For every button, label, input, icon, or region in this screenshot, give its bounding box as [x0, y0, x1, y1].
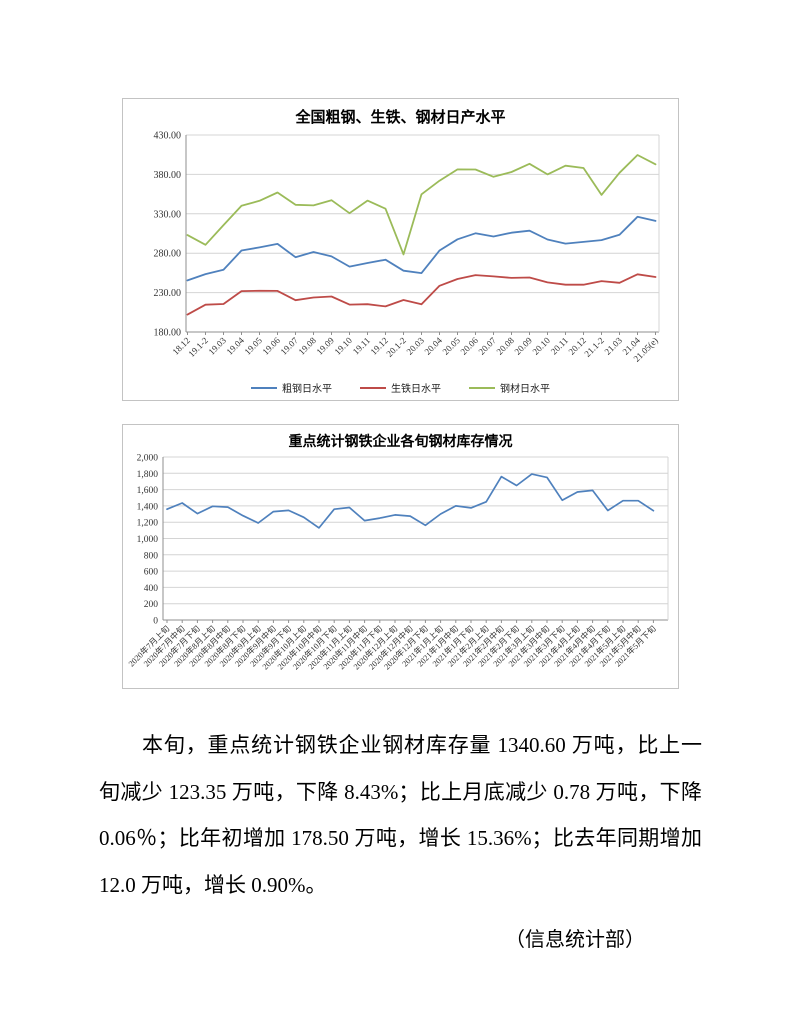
- svg-text:19.06: 19.06: [261, 335, 283, 357]
- svg-text:330.00: 330.00: [154, 209, 182, 220]
- svg-text:19.03: 19.03: [207, 335, 229, 357]
- inventory-chart-title: 重点统计钢铁企业各旬钢材库存情况: [288, 435, 513, 450]
- legend-label: 钢材日水平: [500, 384, 550, 395]
- inventory-chart: 2,000 1,800 1,600 1,400 1,200 1,000 800 600 400 2…: [122, 424, 679, 689]
- svg-text:600: 600: [144, 568, 159, 578]
- svg-text:19.11: 19.11: [351, 335, 372, 356]
- svg-text:19.04: 19.04: [225, 335, 247, 357]
- daily-production-chart-canvas: 430.00380.00330.00280.00230.00180.0018.1…: [154, 131, 660, 364]
- pig-iron-line-swatch: [360, 386, 386, 389]
- svg-text:19.08: 19.08: [297, 335, 319, 357]
- svg-text:20.08: 20.08: [495, 335, 517, 357]
- svg-text:380.00: 380.00: [154, 170, 182, 181]
- svg-text:1,000: 1,000: [137, 535, 159, 545]
- svg-text:21.03: 21.03: [603, 335, 625, 357]
- chart-legend: 粗钢日水平 生铁日水平 钢材日水平: [123, 380, 678, 395]
- legend-item-pig-iron: 生铁日水平: [360, 380, 441, 395]
- svg-text:180.00: 180.00: [154, 328, 182, 339]
- svg-text:21.1-2: 21.1-2: [582, 335, 606, 359]
- svg-text:20.11: 20.11: [549, 335, 570, 356]
- svg-text:230.00: 230.00: [154, 288, 182, 299]
- daily-production-chart: 430.00 380.00 330.00 280.00 230.00 180.00 18.1…: [122, 98, 679, 401]
- svg-text:1,400: 1,400: [137, 502, 159, 512]
- svg-text:20.07: 20.07: [477, 335, 499, 357]
- daily-production-chart-title: 全国粗钢、生铁、钢材日产水平: [295, 110, 506, 126]
- svg-text:20.1-2: 20.1-2: [384, 335, 408, 359]
- svg-text:2,000: 2,000: [137, 454, 159, 464]
- svg-text:20.05: 20.05: [441, 335, 463, 357]
- svg-text:400: 400: [144, 584, 159, 594]
- svg-text:0: 0: [153, 617, 158, 627]
- svg-text:20.09: 20.09: [513, 335, 535, 357]
- svg-text:280.00: 280.00: [154, 249, 182, 260]
- svg-text:20.04: 20.04: [423, 335, 445, 357]
- legend-item-steel-products: 钢材日水平: [469, 380, 550, 395]
- svg-text:430.00: 430.00: [154, 131, 182, 142]
- svg-text:19.07: 19.07: [279, 335, 301, 357]
- svg-text:20.03: 20.03: [405, 335, 427, 357]
- legend-label: 生铁日水平: [391, 384, 441, 395]
- svg-text:1,800: 1,800: [137, 470, 159, 480]
- steel-products-line-swatch: [469, 386, 495, 389]
- summary-paragraph: 本旬，重点统计钢铁企业钢材库存量 1340.60 万吨，比上一旬减少 123.3…: [99, 733, 702, 898]
- signature: （信息统计部）: [505, 929, 645, 951]
- svg-text:19.09: 19.09: [315, 335, 337, 357]
- svg-text:1,200: 1,200: [137, 519, 159, 529]
- legend-item-crude-steel: 粗钢日水平: [251, 380, 332, 395]
- svg-text:19.1-2: 19.1-2: [186, 335, 210, 359]
- svg-text:19.10: 19.10: [333, 335, 355, 357]
- svg-text:20.10: 20.10: [531, 335, 553, 357]
- svg-text:1,600: 1,600: [137, 486, 159, 496]
- svg-text:20.06: 20.06: [459, 335, 481, 357]
- svg-text:800: 800: [144, 551, 159, 561]
- crude-steel-line-swatch: [251, 386, 277, 389]
- legend-label: 粗钢日水平: [282, 384, 332, 395]
- svg-text:200: 200: [144, 600, 159, 610]
- inventory-chart-canvas: 2,000 1,800 1,600 1,400 1,200 1,000 800 600 400 2…: [126, 454, 669, 671]
- svg-text:19.05: 19.05: [243, 335, 265, 357]
